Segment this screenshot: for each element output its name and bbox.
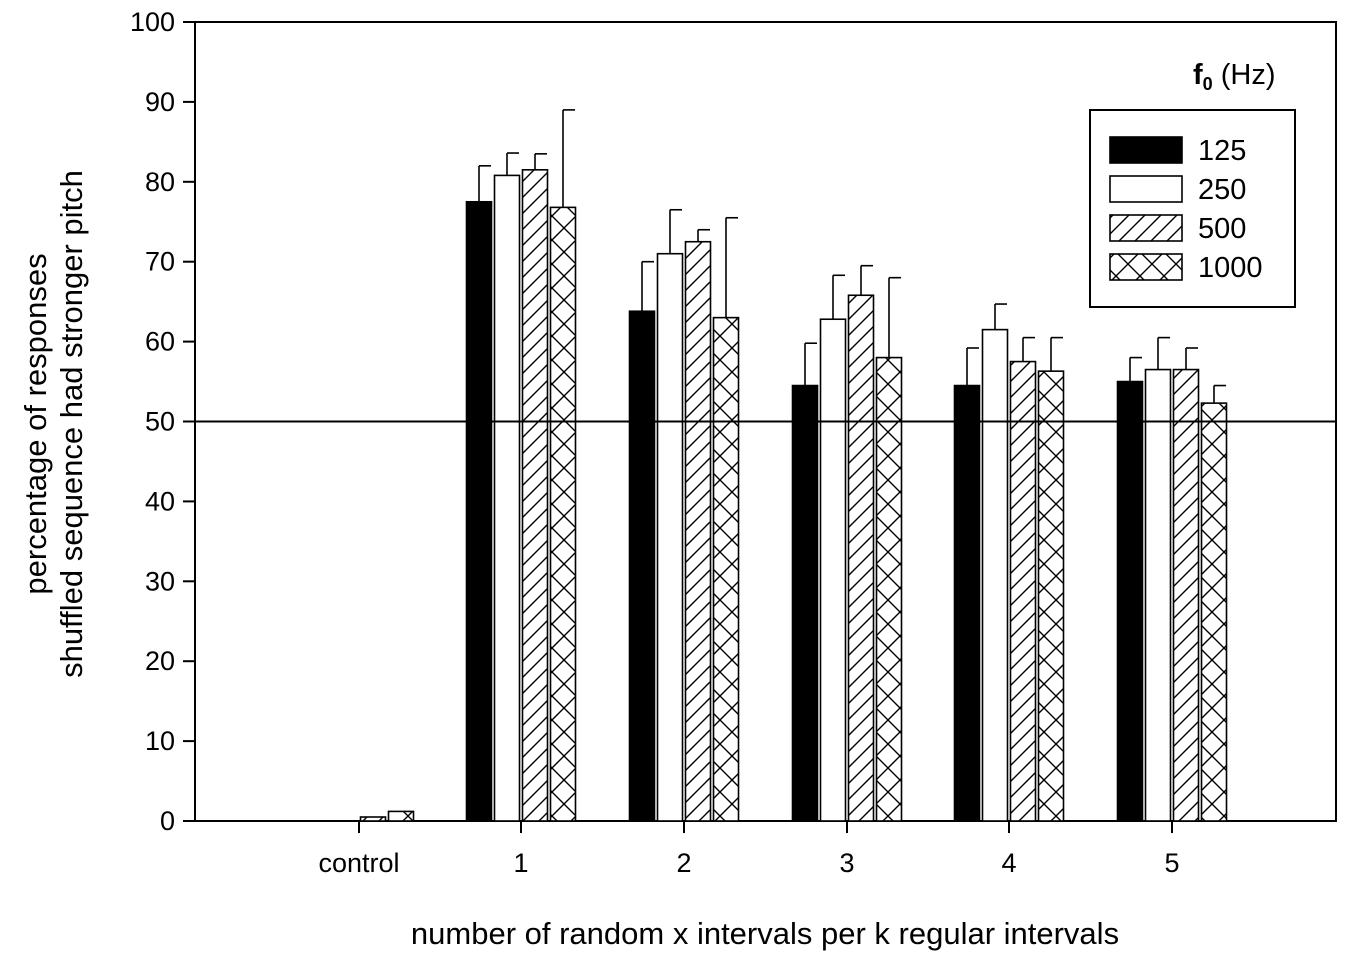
y-axis-title-line1: percentage of responses [18,253,53,594]
bar-500-4 [1009,360,1037,822]
y-tick-label: 20 [145,646,175,676]
bar-125-3 [791,384,819,822]
bar-250-1 [493,174,521,822]
y-tick-label: 10 [145,726,175,756]
legend: f0 (Hz) 125 250 500 1000 [1089,59,1296,308]
bar-500-2 [684,240,712,822]
bar-125-1 [465,200,493,822]
bar-500-5 [1172,368,1200,822]
y-tick-label: 30 [145,566,175,596]
bar-125-5 [1116,380,1144,822]
y-tick-label: 90 [145,87,175,117]
x-axis-title: number of random x intervals per k regul… [411,916,1119,951]
x-axis-ticks: control 1 2 3 4 5 [318,821,1180,878]
x-tick-label: 2 [676,848,691,878]
bar-1000-3 [875,356,903,822]
x-tick-label: 3 [839,848,854,878]
legend-title: f0 (Hz) [1193,59,1276,94]
y-tick-label: 80 [145,167,175,197]
bar-1000-1 [549,206,577,822]
y-tick-label: 50 [145,407,175,437]
y-tick-label: 0 [160,806,175,836]
bar-250-5 [1144,368,1172,822]
x-tick-label: 1 [513,848,528,878]
legend-label-250: 250 [1198,174,1246,206]
legend-items: 125 250 500 1000 [1109,135,1263,284]
bar-125-2 [628,310,656,822]
bar-250-4 [981,328,1009,822]
x-tick-label: 5 [1164,848,1179,878]
bar-500-control [359,816,387,822]
x-tick-label: control [318,848,399,878]
bar-500-3 [847,294,875,822]
legend-label-125: 125 [1198,135,1246,167]
bar-250-2 [656,252,684,822]
legend-swatch-250 [1109,175,1183,203]
bar-1000-2 [712,316,740,822]
legend-label-1000: 1000 [1198,252,1263,284]
y-axis-title-line2: shuffled sequence had stronger pitch [54,170,89,678]
y-tick-label: 70 [145,247,175,277]
bar-1000-control [387,810,415,822]
y-tick-label: 40 [145,486,175,516]
bar-500-1 [521,169,549,822]
legend-swatch-125 [1109,136,1183,164]
legend-swatch-500 [1109,214,1183,242]
legend-label-500: 500 [1198,213,1246,245]
y-tick-label: 60 [145,327,175,357]
x-tick-label: 4 [1001,848,1016,878]
y-tick-label: 100 [130,7,175,37]
bar-1000-4 [1037,370,1065,822]
y-axis-ticks: 0 10 20 30 40 50 60 70 80 90 100 [130,7,195,836]
legend-swatch-1000 [1109,253,1183,281]
bars-group [359,109,1228,822]
bar-1000-5 [1200,402,1228,822]
bar-125-4 [953,384,981,822]
bar-250-3 [819,318,847,822]
